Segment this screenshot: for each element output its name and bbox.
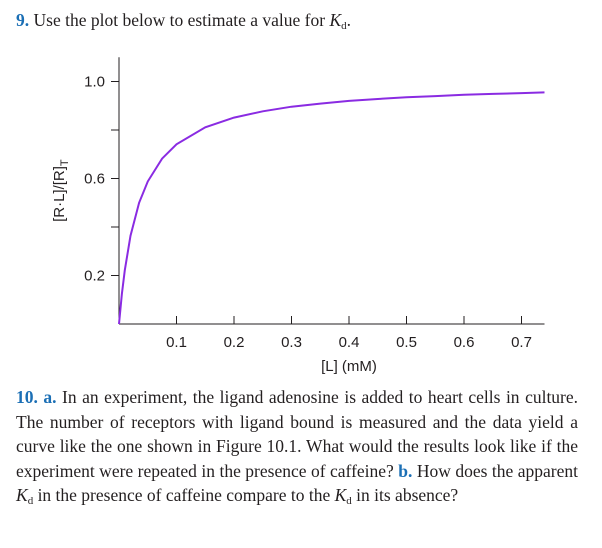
question-number: 9. xyxy=(16,10,30,30)
question-9: 9. Use the plot below to estimate a valu… xyxy=(16,8,351,38)
binding-curve-chart: 0.20.61.00.1 0.2 0.3 0.4 0.5 0.6 0.7 [L] (mM) … xyxy=(51,57,545,375)
question-end: . xyxy=(346,10,352,30)
y-tick-label: 0.6 xyxy=(84,171,105,188)
chart-curves xyxy=(118,91,545,325)
y-tick-label: 1.0 xyxy=(84,74,105,91)
y-axis-label: [R·L]/[R]T xyxy=(51,159,71,222)
question-text: Use the plot below to estimate a value f… xyxy=(33,10,326,30)
question-10: 10. a. In an experiment, the ligand aden… xyxy=(16,385,578,514)
part-b-label: b. xyxy=(398,460,413,481)
part-b-text-1: How does the apparent xyxy=(416,460,578,481)
x-tick-label: 0.7 xyxy=(511,334,532,351)
x-axis-label: [L] (mM) xyxy=(321,358,377,375)
part-b-text-2: in the presence of caffeine compare to t… xyxy=(37,485,331,505)
kd-symbol: Kd xyxy=(329,10,347,32)
x-tick-label: 0.1 xyxy=(166,334,187,351)
chart-ticks: 0.2 0.6 1.0 0.1 0.2 0.3 0.4 0.5 0.6 0.7 xyxy=(84,74,532,352)
kd-symbol: Kd xyxy=(334,485,352,507)
x-tick-label: 0.3 xyxy=(281,334,302,351)
y-tick-label: 0.2 xyxy=(84,268,105,285)
x-tick-label: 0.5 xyxy=(396,334,417,351)
part-b-text-3: in its absence? xyxy=(356,485,459,505)
chart-axes xyxy=(118,57,545,325)
x-tick-label: 0.4 xyxy=(339,334,360,351)
binding-curve-line xyxy=(118,91,545,325)
x-tick-label: 0.6 xyxy=(454,334,475,351)
part-a-text: In an experiment, the ligand adenosine i… xyxy=(16,387,579,481)
part-a-label: a. xyxy=(43,387,57,407)
question-number: 10. xyxy=(16,387,38,407)
kd-symbol: Kd xyxy=(16,485,34,507)
x-tick-label: 0.2 xyxy=(224,334,245,351)
